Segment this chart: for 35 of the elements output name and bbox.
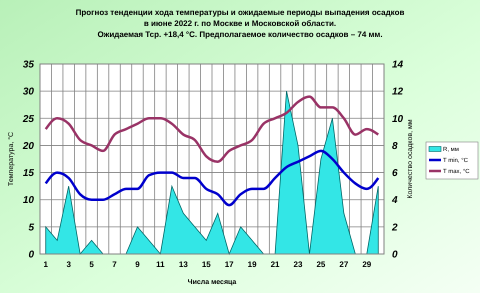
x-tick-label: 27 [339,260,349,269]
y-tick-label: 25 [22,114,34,125]
x-tick-label: 25 [316,260,326,269]
y2-tick-label: 8 [392,140,398,152]
y2-tick-label: 12 [392,86,404,98]
y2-tick-label: 10 [392,114,404,125]
y2-tick-label: 2 [391,222,398,234]
x-tick-label: 17 [224,260,234,269]
x-tick-label: 13 [178,260,188,269]
x-tick-label: 21 [270,260,280,269]
x-tick-label: 5 [89,260,94,269]
y-tick-label: 30 [22,86,34,98]
x-tick-label: 29 [362,260,372,269]
y-tick-label: 20 [22,140,34,152]
x-tick-label: 9 [135,260,140,269]
x-tick-label: 11 [156,260,166,269]
y2-tick-label: 0 [392,250,398,260]
x-tick-label: 3 [66,260,72,269]
chart-title: Прогноз тенденции хода температуры и ожидаемые периоды выпадения осадков [76,8,404,17]
line-series [44,95,380,163]
line-series [44,150,380,206]
y-tick-label: 35 [22,60,34,70]
x-tick-label: 23 [294,260,303,269]
y2-tick-label: 14 [392,60,404,70]
chart-subtitle: в июне 2022 г. по Москве и Московской области. Ожидаемая Тср. +18,4 °С. Предполагаемое количество осадков – 74 мм. [97,19,383,39]
x-tick-label: 1 [44,260,49,269]
y-tick-label: 10 [22,195,34,206]
y-tick-label: 0 [28,250,34,260]
y2-tick-label: 6 [392,168,398,180]
y-tick-label: 15 [22,168,34,180]
x-tick-label: 19 [248,260,258,269]
y-tick-label: 5 [28,222,34,234]
x-tick-label: 7 [112,260,118,269]
x-tick-label: 15 [202,260,212,269]
y2-tick-label: 4 [391,195,398,206]
